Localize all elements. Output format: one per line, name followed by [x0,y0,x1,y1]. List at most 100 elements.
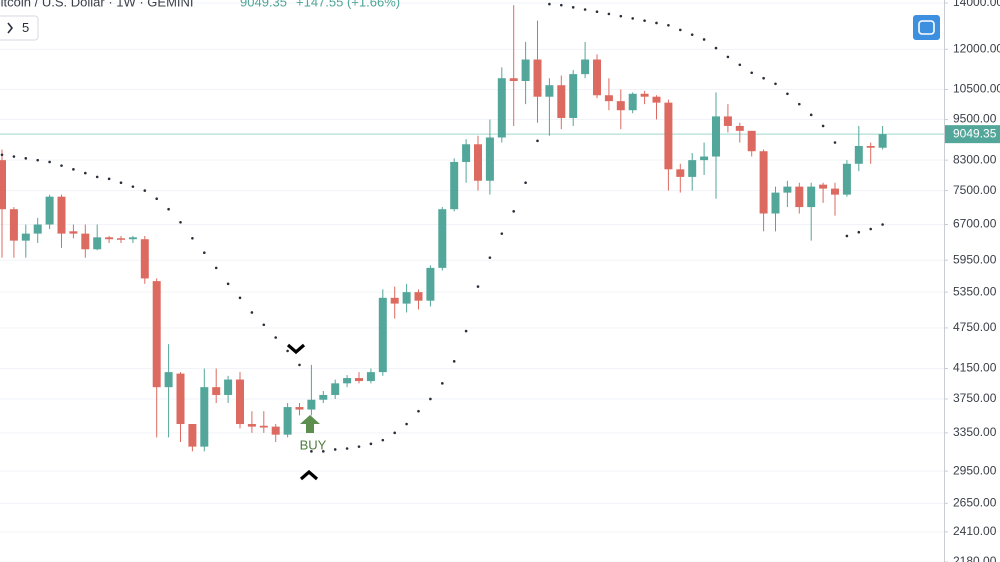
plot-area [0,2,887,453]
candle-body [140,239,149,279]
candle-body [628,93,637,111]
header-change: +147.55 (+1.66%) [296,0,400,9]
candle-body [176,373,185,425]
y-tick-label: 14000.00 [953,0,1000,9]
sar-dot [452,360,456,363]
fullscreen-icon [918,20,935,35]
y-tick-label: 3750.00 [953,391,997,405]
candle-body [521,59,530,81]
y-tick-label: 12000.00 [953,41,1000,55]
candle-body [581,59,590,75]
button-frame[interactable] [0,15,39,41]
candle-body [842,163,851,195]
sar-dot [643,19,646,22]
sar-dot [0,153,4,157]
sar-dot [369,442,373,446]
sar-dot [702,38,706,41]
sar-dot [381,438,385,442]
candle-body [819,184,828,189]
candle-body [747,130,756,152]
sar-dot [298,363,301,367]
sar-dot [167,207,170,211]
candle-body [462,144,471,162]
candle-body [200,387,209,447]
candle-body [188,424,197,447]
sar-dot [560,3,563,7]
sar-dot [238,296,242,300]
candle-body [366,372,375,382]
interval-button[interactable]: 5 [0,15,39,41]
candle-body [878,134,887,148]
sar-dot [607,12,611,16]
y-tick-label: 10500.00 [953,82,1000,96]
sar-dot [655,21,658,25]
sar-dot [322,450,325,453]
y-tick-label: 6700.00 [953,217,997,231]
sar-dot [310,450,313,453]
sar-dot [774,82,777,86]
sar-dot [690,33,694,36]
sar-dot [809,113,813,117]
sar-dot [845,234,849,238]
sar-dot [595,10,599,14]
candle-body [93,237,102,250]
candle-body [831,188,839,195]
sar-dot [667,23,670,27]
sar-dot [786,92,789,96]
candle-body [854,145,863,164]
sar-dot [274,336,278,339]
candle-body [414,292,423,301]
y-tick-label: 4150.00 [953,361,997,375]
sar-dot [36,158,39,162]
candle-body [331,383,340,395]
candle-body [676,169,685,177]
sar-dot [524,181,527,184]
sar-dot [191,236,194,240]
sar-dot [738,63,742,67]
sar-dot [357,445,361,448]
buy-chevron [299,469,319,481]
y-tick-label: 5950.00 [953,252,997,266]
sar-dot [571,6,575,9]
sar-dot [583,8,587,11]
sar-dot [548,2,551,6]
candle-body [9,209,18,241]
candle-body [283,407,292,435]
candle-body [33,224,42,234]
candle-body [450,161,459,210]
candle-body [497,78,506,138]
candle-body [438,209,447,268]
candle-body [664,102,673,170]
sar-dot [464,329,468,333]
candle-body [509,78,518,81]
candle-body [390,297,399,304]
candle-body [105,237,114,240]
sar-dot [405,422,408,426]
button-frame[interactable] [913,15,940,40]
last-price-label: 9049.35 [953,126,997,140]
sar-dot [48,160,51,164]
candle-body [224,379,233,395]
sar-dot [95,175,99,179]
sar-dot [84,171,87,175]
fullscreen-button[interactable] [913,15,940,40]
y-tick-label: 8300.00 [953,152,997,166]
sar-dot [262,323,266,327]
sar-dot [226,282,230,286]
y-tick-label: 4750.00 [953,320,997,334]
sar-dot [488,256,492,259]
sar-dot [143,189,147,192]
sell-chevron [286,343,306,355]
candle-body [545,85,554,97]
sar-dot [286,349,289,353]
candle-body [402,292,411,304]
button-label: 5 [22,20,29,35]
sar-dot [333,448,337,451]
sar-dot [798,102,801,106]
candle-body [557,85,566,118]
candle-body [319,394,328,400]
candle-body [771,192,780,214]
sar-dot [12,155,16,158]
candle-body [378,297,387,373]
candle-body [295,407,304,410]
